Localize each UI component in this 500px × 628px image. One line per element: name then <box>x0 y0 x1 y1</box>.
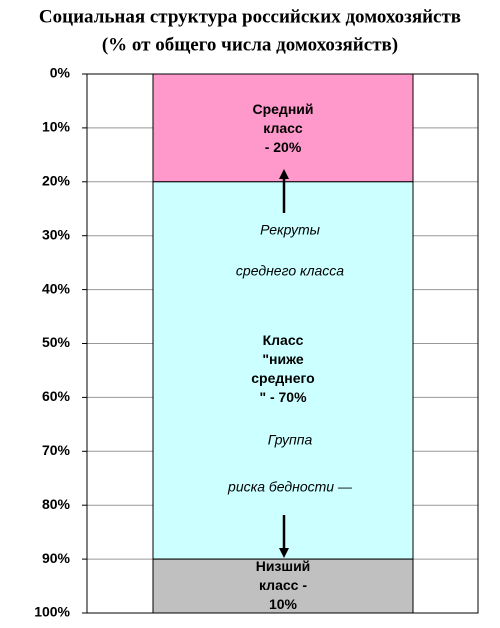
y-tick-label: 50% <box>42 334 71 350</box>
chart-title: Социальная структура российских домохозя… <box>39 6 461 27</box>
segment-label: Средний класс - 20% <box>252 101 313 155</box>
y-tick-label: 60% <box>42 388 71 404</box>
y-tick-label: 0% <box>50 65 71 81</box>
y-tick-label: 10% <box>42 119 71 135</box>
y-tick-label: 70% <box>42 442 71 458</box>
y-tick-label: 80% <box>42 496 71 512</box>
annotation: Рекруты <box>260 222 321 238</box>
bar-segment <box>152 181 414 560</box>
annotation: риска бедности — <box>227 479 353 495</box>
plot-frame <box>86 73 479 614</box>
y-tick-label: 90% <box>42 550 71 566</box>
segment-label: Низший класс -10% <box>256 558 311 612</box>
y-tick-label: 100% <box>34 604 70 620</box>
y-tick-label: 20% <box>42 173 71 189</box>
y-tick-label: 30% <box>42 226 71 242</box>
annotation: среднего класса <box>236 263 344 279</box>
bar-segment <box>152 558 414 614</box>
y-tick-label: 40% <box>42 280 71 296</box>
annotation: Группа <box>268 432 313 448</box>
chart-subtitle: (% от общего числа домохозяйств) <box>102 34 398 55</box>
segment-label: Класс "ниже среднего " - 70% <box>251 332 314 405</box>
